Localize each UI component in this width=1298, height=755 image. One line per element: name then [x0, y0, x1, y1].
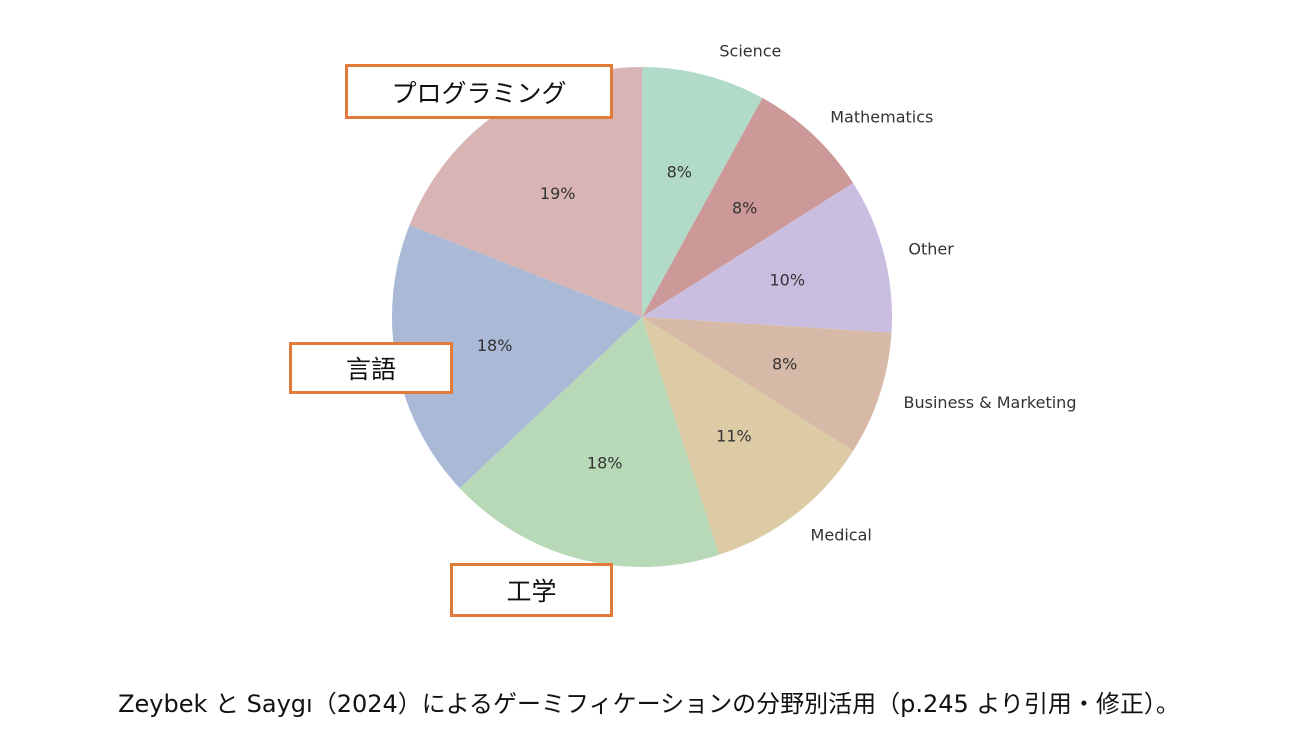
- slice-category-label: Business & Marketing: [904, 393, 1077, 412]
- callout-language: 言語: [289, 342, 453, 394]
- slice-category-label: Science: [719, 42, 781, 61]
- slice-percent-label: 18%: [587, 453, 623, 472]
- pie-slice: [642, 183, 892, 333]
- callout-engineering: 工学: [450, 563, 613, 617]
- slice-category-label: Medical: [811, 525, 872, 544]
- slice-percent-label: 8%: [772, 354, 797, 373]
- slice-category-label: Other: [908, 240, 954, 259]
- slice-percent-label: 11%: [716, 427, 752, 446]
- callout-language-label: 言語: [345, 355, 396, 384]
- pie-chart: 8% Science 8% Mathematics 10% Other 8% Business…: [289, 42, 1077, 617]
- pie-slice: [409, 67, 642, 317]
- slice-percent-label: 8%: [667, 163, 692, 182]
- slice-category-label: Mathematics: [830, 108, 933, 127]
- callout-engineering-label: 工学: [506, 577, 557, 606]
- slice-percent-label: 19%: [540, 184, 576, 203]
- slice-percent-label: 18%: [477, 336, 513, 355]
- pie-slice: [642, 317, 854, 555]
- pie-slice: [642, 67, 763, 317]
- pie-chart-svg: 8% Science 8% Mathematics 10% Other 8% Business…: [392, 42, 1077, 567]
- figure-caption: Zeybek と Saygı（2024）によるゲーミフィケーションの分野別活用（…: [118, 690, 1180, 718]
- slice-percent-label: 8%: [732, 199, 757, 218]
- pie-slice: [392, 224, 642, 489]
- callout-programming: プログラミング: [345, 64, 613, 119]
- slice-percent-label: 10%: [770, 271, 806, 290]
- pie-slice: [459, 317, 720, 567]
- pie-slice: [642, 317, 892, 451]
- pie-slice: [642, 97, 854, 317]
- callout-programming-label: プログラミング: [391, 78, 567, 108]
